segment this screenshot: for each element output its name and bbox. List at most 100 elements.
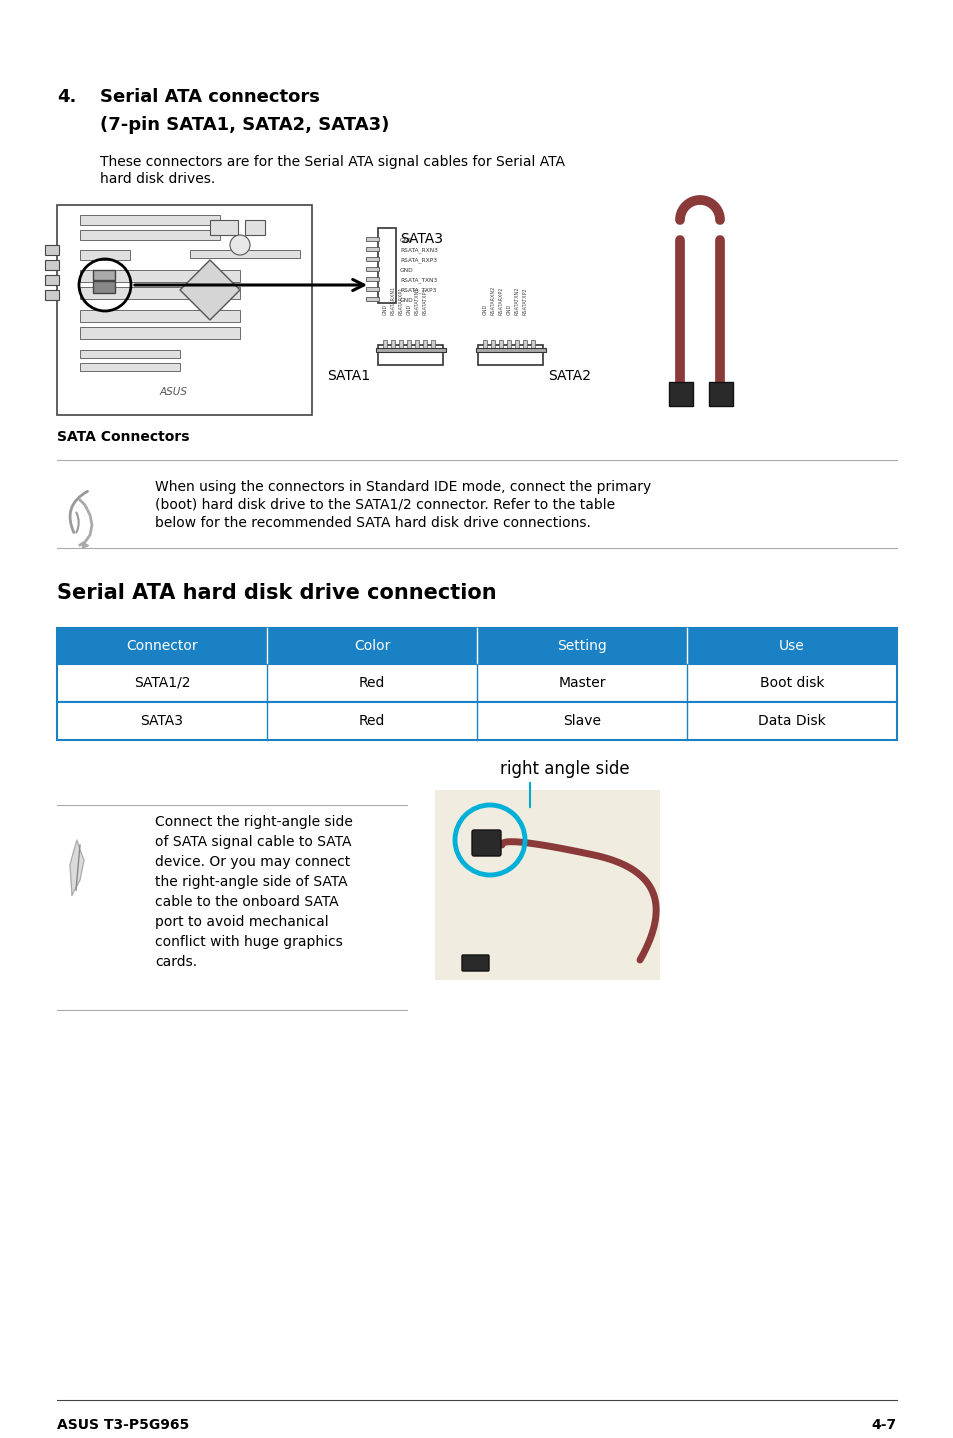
Bar <box>382 339 387 352</box>
Bar <box>476 348 545 352</box>
Text: Data Disk: Data Disk <box>758 715 825 728</box>
Text: Slave: Slave <box>562 715 600 728</box>
Bar <box>366 267 378 270</box>
Text: GND: GND <box>399 298 414 302</box>
Text: Color: Color <box>354 638 390 653</box>
Circle shape <box>230 234 250 255</box>
Text: Setting: Setting <box>557 638 606 653</box>
Text: SATA3: SATA3 <box>399 232 442 246</box>
Text: When using the connectors in Standard IDE mode, connect the primary: When using the connectors in Standard ID… <box>154 480 651 495</box>
Bar <box>498 339 502 352</box>
Bar <box>366 237 378 242</box>
Bar <box>80 326 240 339</box>
Text: RSATARXP2: RSATARXP2 <box>498 286 503 315</box>
Text: below for the recommended SATA hard disk drive connections.: below for the recommended SATA hard disk… <box>154 516 590 531</box>
Bar <box>80 311 240 322</box>
Text: RSATA_TXP3: RSATA_TXP3 <box>399 288 436 293</box>
Bar <box>45 275 59 285</box>
Bar <box>366 278 378 280</box>
Text: Boot disk: Boot disk <box>759 676 823 690</box>
Text: 4-7: 4-7 <box>871 1418 896 1432</box>
Bar <box>482 339 486 352</box>
Text: GND: GND <box>382 303 387 315</box>
Text: These connectors are for the Serial ATA signal cables for Serial ATA: These connectors are for the Serial ATA … <box>100 155 564 170</box>
Polygon shape <box>180 260 240 321</box>
Text: Serial ATA hard disk drive connection: Serial ATA hard disk drive connection <box>57 582 497 603</box>
Text: GND: GND <box>399 267 414 272</box>
Text: 4.: 4. <box>57 88 76 106</box>
FancyBboxPatch shape <box>461 955 489 971</box>
Text: right angle side: right angle side <box>499 761 629 778</box>
Text: (7-pin SATA1, SATA2, SATA3): (7-pin SATA1, SATA2, SATA3) <box>100 116 389 134</box>
Bar <box>80 349 180 358</box>
Text: GND: GND <box>399 237 414 243</box>
Text: ASUS T3-P5G965: ASUS T3-P5G965 <box>57 1418 189 1432</box>
Bar <box>477 345 542 365</box>
Text: RSATATXN1: RSATATXN1 <box>414 286 419 315</box>
Text: Use: Use <box>779 638 804 653</box>
Text: RSATARXN2: RSATARXN2 <box>490 286 495 315</box>
Text: SATA2: SATA2 <box>547 370 590 383</box>
Text: GND: GND <box>406 303 411 315</box>
Text: Serial ATA connectors: Serial ATA connectors <box>100 88 319 106</box>
Text: RSATATXP1: RSATATXP1 <box>422 288 427 315</box>
Bar <box>190 250 299 257</box>
Text: SATA3: SATA3 <box>140 715 183 728</box>
Bar <box>80 288 240 299</box>
Text: RSATATXP2: RSATATXP2 <box>522 288 527 315</box>
Text: SATA1/2: SATA1/2 <box>133 676 190 690</box>
Text: RSATA_RXN3: RSATA_RXN3 <box>399 247 437 253</box>
Text: GND: GND <box>506 303 511 315</box>
Text: Connector: Connector <box>126 638 197 653</box>
Bar <box>531 339 535 352</box>
Bar <box>366 247 378 252</box>
Bar <box>80 362 180 371</box>
Polygon shape <box>70 840 84 894</box>
Bar <box>92 280 115 293</box>
Bar <box>377 345 442 365</box>
Text: RSATATXN2: RSATATXN2 <box>514 286 519 315</box>
Text: RSATA_RXP3: RSATA_RXP3 <box>399 257 436 263</box>
Bar <box>80 216 220 224</box>
Bar <box>57 206 312 416</box>
Bar <box>407 339 411 352</box>
Bar <box>57 664 896 702</box>
Text: SATA1: SATA1 <box>327 370 370 383</box>
Bar <box>375 348 446 352</box>
Bar <box>45 244 59 255</box>
Bar <box>80 270 240 282</box>
Bar <box>80 230 220 240</box>
FancyBboxPatch shape <box>668 383 692 406</box>
Text: SATA Connectors: SATA Connectors <box>57 430 190 444</box>
Text: Red: Red <box>358 715 385 728</box>
Text: RSATARXN1: RSATARXN1 <box>390 286 395 315</box>
Bar <box>415 339 418 352</box>
Text: Connect the right-angle side
of SATA signal cable to SATA
device. Or you may con: Connect the right-angle side of SATA sig… <box>154 815 353 969</box>
Bar <box>435 789 659 981</box>
FancyBboxPatch shape <box>708 383 732 406</box>
Bar <box>45 290 59 301</box>
Bar <box>431 339 435 352</box>
Bar <box>45 260 59 270</box>
Bar <box>366 257 378 262</box>
Text: (boot) hard disk drive to the SATA1/2 connector. Refer to the table: (boot) hard disk drive to the SATA1/2 co… <box>154 498 615 512</box>
Bar <box>245 220 265 234</box>
Bar <box>57 702 896 741</box>
FancyBboxPatch shape <box>472 830 500 856</box>
Text: Master: Master <box>558 676 605 690</box>
Bar <box>515 339 518 352</box>
Bar <box>92 270 115 280</box>
Bar <box>57 628 896 664</box>
Bar <box>210 220 237 234</box>
Text: ASUS: ASUS <box>160 387 188 397</box>
Bar <box>422 339 427 352</box>
Text: GND: GND <box>482 303 487 315</box>
Bar <box>391 339 395 352</box>
Text: Red: Red <box>358 676 385 690</box>
Bar <box>491 339 495 352</box>
Bar <box>366 288 378 290</box>
Bar <box>506 339 511 352</box>
Bar <box>398 339 402 352</box>
Text: RSATARXP1: RSATARXP1 <box>398 286 403 315</box>
Bar <box>522 339 526 352</box>
